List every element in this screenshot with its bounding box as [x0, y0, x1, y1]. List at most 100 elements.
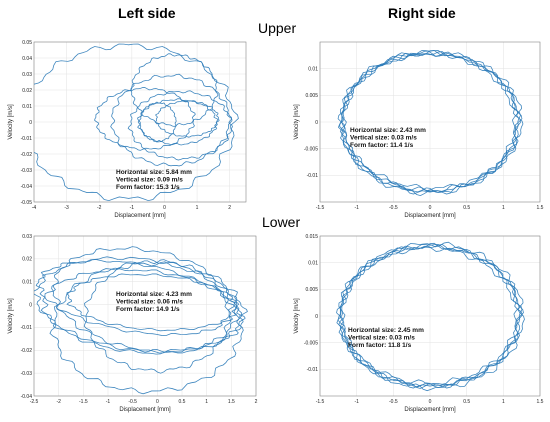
x-tick-label: -1 [106, 399, 111, 405]
y-axis-label: Velocity [m/s] [8, 298, 14, 334]
y-tick-label: -0.01 [307, 173, 319, 179]
x-tick-label: -0.5 [389, 205, 398, 211]
trajectory-line [110, 73, 233, 167]
x-tick-label: -1 [354, 205, 359, 211]
x-tick-label: -2 [56, 399, 61, 405]
trajectory-line [337, 245, 520, 389]
trajectory-line [34, 43, 239, 202]
axes-frame [319, 41, 541, 203]
x-tick-label: 0.5 [463, 205, 470, 211]
trajectory-line [338, 244, 523, 385]
y-tick-label: 0 [29, 302, 32, 308]
x-tick-label: 1 [205, 399, 208, 405]
trajectory-line [94, 87, 196, 151]
annotation-text: Form factor: 15.3 1/s [116, 184, 180, 191]
x-axis-label: Displacement [mm] [119, 407, 171, 413]
y-tick-label: 0.02 [22, 257, 32, 263]
y-tick-label: -0.04 [21, 394, 33, 400]
trajectory-line [339, 50, 518, 197]
trajectory-line [66, 273, 240, 332]
annotation-text: Vertical size: 0.09 m/s [116, 177, 183, 184]
axes-frame [33, 235, 257, 397]
trajectory-line [337, 51, 524, 192]
plot-area [34, 236, 256, 396]
series-group [34, 43, 239, 202]
annotation-text: Vertical size: 0.06 m/s [116, 299, 183, 306]
trajectory-line [138, 101, 177, 143]
x-axis-label: Displacement [mm] [404, 213, 456, 219]
series-group [34, 246, 248, 395]
y-tick-label: 0.01 [308, 260, 318, 266]
x-tick-label: -3 [64, 205, 69, 211]
x-tick-label: 1 [196, 205, 199, 211]
y-tick-label: -0.05 [21, 200, 33, 206]
y-tick-label: -0.02 [21, 348, 33, 354]
y-tick-label: 0.01 [22, 104, 32, 110]
y-tick-label: -0.01 [21, 136, 33, 142]
axes-frame [319, 235, 541, 397]
x-tick-label: -2.5 [30, 399, 39, 405]
x-tick-label: -0.5 [389, 399, 398, 405]
y-tick-label: 0.03 [22, 234, 32, 240]
y-tick-label: 0.04 [22, 56, 32, 62]
trajectory-line [51, 246, 241, 353]
trajectory-line [83, 259, 232, 374]
annotation-text: Vertical size: 0.03 m/s [350, 135, 417, 142]
x-tick-label: 1 [502, 205, 505, 211]
y-axis-label: Velocity [m/s] [294, 298, 300, 334]
x-tick-label: 2 [228, 205, 231, 211]
y-tick-label: 0.015 [305, 234, 318, 240]
y-tick-label: 0.005 [305, 287, 318, 293]
trajectory-line [34, 256, 248, 354]
x-axis-label: Displacement [mm] [404, 407, 456, 413]
y-tick-label: 0 [315, 314, 318, 320]
y-tick-label: -0.005 [304, 146, 318, 152]
y-tick-label: 0.01 [308, 66, 318, 72]
y-tick-label: 0.02 [22, 88, 32, 94]
x-tick-label: -1.5 [316, 399, 325, 405]
x-tick-label: 0 [429, 399, 432, 405]
x-tick-label: -1.5 [316, 205, 325, 211]
x-tick-label: 0.5 [179, 399, 186, 405]
y-tick-label: 0.05 [22, 40, 32, 46]
y-tick-label: -0.03 [21, 371, 33, 377]
x-tick-label: 1.5 [537, 205, 544, 211]
x-tick-label: -1 [130, 205, 135, 211]
y-tick-label: -0.005 [304, 340, 318, 346]
x-tick-label: 0 [163, 205, 166, 211]
x-axis-label: Displacement [mm] [114, 213, 166, 219]
trajectory-line [338, 242, 523, 389]
annotation-text: Horizontal size: 2.43 mm [350, 127, 426, 134]
series-group [336, 241, 525, 392]
x-tick-label: 1.5 [228, 399, 235, 405]
x-tick-label: -1 [354, 399, 359, 405]
annotation-text: Vertical size: 0.03 m/s [348, 335, 415, 342]
trajectory-line [339, 50, 521, 193]
trajectory-line [40, 267, 246, 355]
axes-frame [33, 41, 247, 203]
x-tick-label: -4 [32, 205, 37, 211]
trajectory-line [130, 53, 219, 127]
x-tick-label: 0.5 [463, 399, 470, 405]
x-tick-label: 0 [429, 205, 432, 211]
chart-upper-left: -4 -3 -2 -1 0 1 2 -0.05 -0.04 -0.03 -0.02 -0.01 0 0.0… [8, 40, 247, 219]
chart-lower-left: -2.5 -2 -1.5 -1 -0.5 0 0.5 1 1.5 2 -0.04 -0.03 -0.02… [8, 234, 258, 413]
trajectory-line [35, 259, 235, 337]
annotation-text: Horizontal size: 4.23 mm [116, 291, 192, 298]
y-tick-label: -0.04 [21, 184, 33, 190]
x-tick-label: 2 [255, 399, 258, 405]
y-tick-label: 0 [29, 120, 32, 126]
y-tick-label: -0.01 [307, 367, 319, 373]
annotation-text: Form factor: 11.4 1/s [350, 142, 414, 149]
y-tick-label: 0.005 [305, 93, 318, 99]
y-tick-label: -0.01 [21, 325, 33, 331]
x-tick-label: -1.5 [79, 399, 88, 405]
left-side-title: Left side [118, 5, 176, 21]
trajectory-line [127, 90, 233, 161]
trajectory-line [49, 261, 244, 395]
y-tick-label: 0.01 [22, 280, 32, 286]
x-tick-label: 1.5 [537, 399, 544, 405]
upper-row-title: Upper [258, 20, 297, 36]
trajectory-line [137, 98, 219, 146]
y-axis-label: Velocity [m/s] [8, 104, 14, 140]
